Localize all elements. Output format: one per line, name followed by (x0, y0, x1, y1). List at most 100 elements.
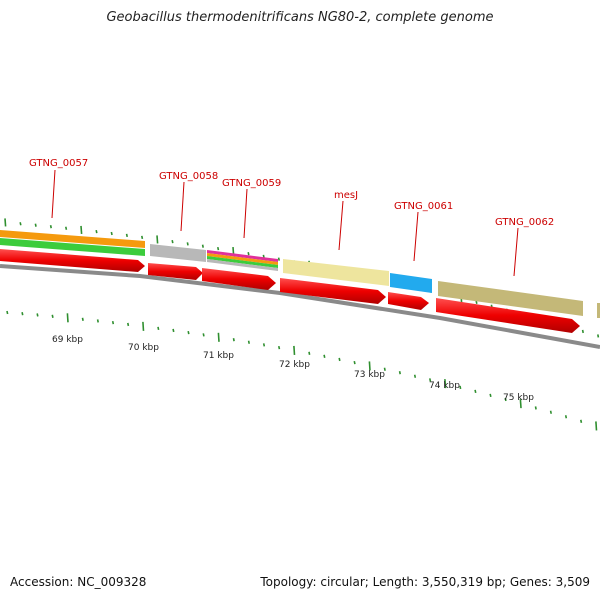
leader-line-gtng-0057 (51, 169, 56, 219)
feature-bar-orange-2[interactable] (207, 253, 278, 265)
scale-minor-tick (564, 415, 568, 419)
scale-label-71: 71 kbp (203, 351, 234, 361)
scale-labels: 69 kbp 70 kbp 71 kbp 72 kbp 73 kbp 74 kb… (52, 335, 534, 403)
scale-minor-tick (111, 320, 115, 325)
feature-bar-pink[interactable] (207, 250, 278, 262)
upper-minor-tick (217, 246, 220, 251)
upper-minor-tick (110, 231, 113, 236)
gene-label-gtng-0062[interactable]: GTNG_0062 (495, 217, 554, 228)
scale-minor-tick (323, 354, 326, 359)
upper-minor-tick (186, 242, 189, 246)
feature-bar-green-2[interactable] (207, 256, 278, 268)
feature-track-upper (0, 230, 600, 318)
cds-arrow-gtng-0059[interactable] (202, 268, 276, 290)
cds-arrow-gtng-0057[interactable] (0, 249, 145, 272)
scale-minor-tick (157, 326, 160, 331)
scale-minor-tick (504, 397, 507, 402)
scale-minor-tick (278, 345, 281, 350)
cds-arrow-gtng-0061[interactable] (388, 292, 429, 310)
feature-bar-orange[interactable] (0, 230, 145, 248)
scale-label-72: 72 kbp (279, 360, 310, 370)
scale-minor-tick (308, 351, 311, 356)
scale-label-70: 70 kbp (128, 343, 159, 353)
feature-bar-gray[interactable] (150, 244, 206, 262)
scale-major-tick (595, 421, 598, 431)
scale-minor-tick (580, 419, 583, 423)
scale-minor-tick (96, 319, 99, 323)
upper-minor-tick (141, 235, 144, 240)
scale-minor-tick (247, 340, 250, 344)
upper-minor-tick (201, 244, 204, 248)
scale-major-tick (66, 313, 69, 323)
feature-bar-cyan[interactable] (390, 273, 432, 293)
genome-backbone (0, 264, 600, 349)
feature-bar-olive-edge[interactable] (597, 303, 600, 318)
gene-label-gtng-0061[interactable]: GTNG_0061 (394, 201, 453, 212)
scale-minor-tick (353, 360, 356, 365)
scale-label-75: 75 kbp (503, 393, 534, 403)
scale-minor-tick (36, 313, 39, 317)
upper-minor-tick (65, 226, 68, 230)
leader-line-gtng-0062 (513, 227, 519, 277)
upper-major-tick (156, 235, 159, 244)
scale-minor-tick (127, 322, 130, 327)
upper-minor-tick (277, 257, 280, 261)
upper-major-tick (80, 225, 83, 234)
scale-major-tick (444, 379, 447, 389)
leader-line-gtng-0061 (413, 211, 419, 262)
scale-minor-tick (338, 357, 341, 362)
gene-label-gtng-0057[interactable]: GTNG_0057 (29, 158, 88, 169)
leader-line-gtng-0058 (180, 181, 185, 232)
scale-major-tick (519, 399, 522, 409)
map-title: Geobacillus thermodenitrificans NG80-2, … (106, 10, 494, 25)
scale-tick-track (6, 310, 598, 431)
scale-minor-tick (398, 371, 401, 375)
scale-label-74: 74 kbp (429, 381, 460, 391)
gene-label-mesj[interactable]: mesJ (334, 190, 358, 201)
feature-bar-green[interactable] (0, 238, 145, 256)
upper-minor-tick (49, 225, 52, 229)
cds-arrow-gtng-0058[interactable] (148, 263, 203, 280)
scale-major-tick (142, 321, 145, 331)
upper-minor-tick (247, 252, 250, 256)
gene-label-gtng-0058[interactable]: GTNG_0058 (159, 171, 218, 182)
scale-minor-tick (549, 410, 552, 414)
upper-major-tick (4, 218, 7, 227)
cds-track (0, 249, 580, 333)
genome-summary-text: Topology: circular; Length: 3,550,319 bp… (260, 575, 590, 589)
gene-labels: GTNG_0057 GTNG_0058 GTNG_0059 mesJ GTNG_… (29, 158, 554, 277)
scale-major-tick (368, 361, 371, 371)
scale-minor-tick (202, 333, 205, 337)
feature-bar-olive[interactable] (438, 281, 583, 316)
scale-minor-tick (534, 406, 537, 410)
scale-minor-tick (172, 328, 175, 333)
scale-label-73: 73 kbp (354, 370, 385, 380)
gene-label-gtng-0059[interactable]: GTNG_0059 (222, 178, 281, 189)
scale-minor-tick (6, 310, 9, 315)
scale-minor-tick (383, 367, 386, 371)
upper-minor-tick (95, 229, 98, 234)
scale-minor-tick (474, 389, 477, 394)
leader-line-mesj (338, 200, 344, 251)
scale-minor-tick (232, 338, 235, 342)
upper-minor-tick (597, 334, 600, 338)
scale-major-tick (293, 345, 296, 355)
accession-text: Accession: NC_009328 (10, 575, 147, 589)
scale-minor-tick (21, 312, 24, 316)
upper-minor-tick (19, 222, 22, 226)
upper-minor-tick (125, 233, 128, 238)
scale-minor-tick (81, 317, 84, 321)
cds-arrow-mesj[interactable] (280, 278, 386, 304)
cds-arrow-gtng-0062[interactable] (436, 298, 580, 333)
scale-minor-tick (413, 374, 417, 378)
feature-bar-yellow[interactable] (283, 259, 389, 286)
scale-minor-tick (187, 330, 190, 335)
feature-bar-gray-2[interactable] (207, 259, 278, 271)
upper-minor-tick (34, 223, 37, 227)
upper-minor-tick (475, 300, 478, 304)
scale-minor-tick (429, 378, 432, 382)
upper-minor-tick (171, 239, 174, 244)
scale-major-tick (217, 332, 220, 342)
